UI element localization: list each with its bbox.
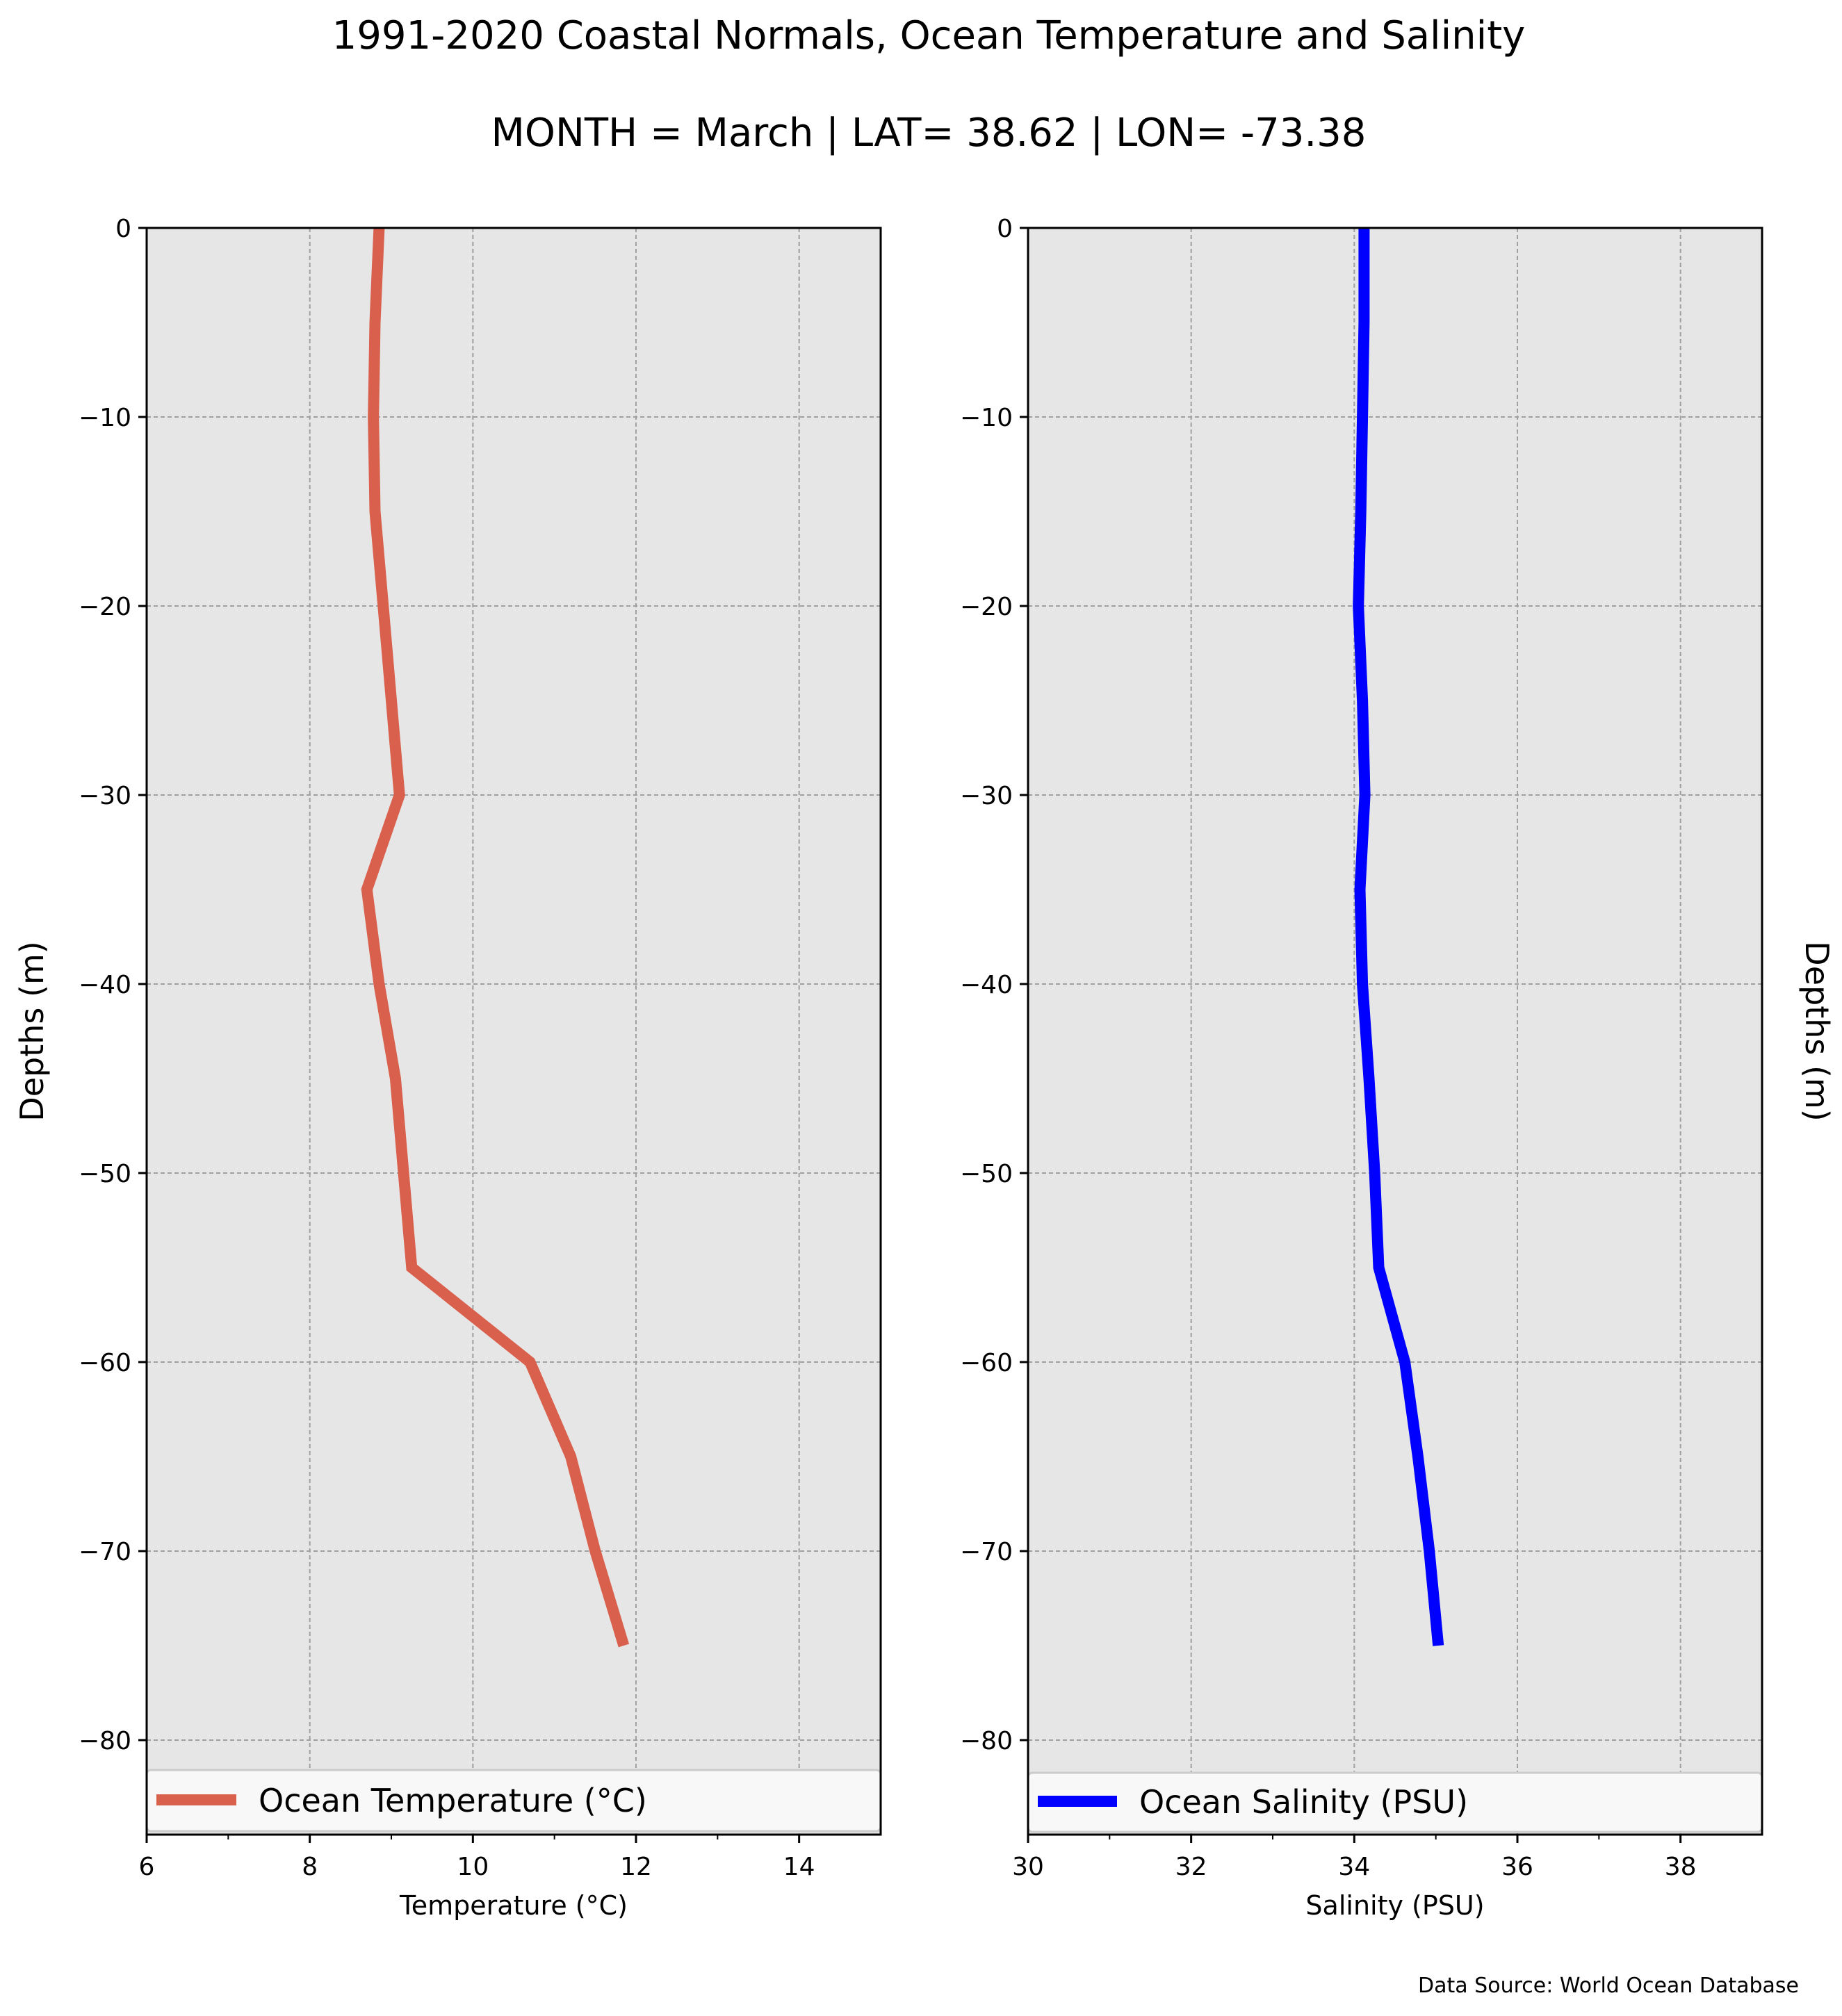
figure-subtitle: MONTH = March | LAT= 38.62 | LON= -73.38 [491, 110, 1367, 156]
salinity-legend-label: Ocean Salinity (PSU) [1139, 1783, 1468, 1821]
salinity-y-tick-label: −10 [960, 404, 1013, 432]
temperature-legend: Ocean Temperature (°C) [145, 1769, 882, 1833]
temperature-plot-frame [145, 227, 882, 1836]
salinity-plot-frame [1027, 227, 1763, 1836]
salinity-panel: Ocean Salinity (PSU) 30 32 34 36 38 0 −10 −20 −3… [960, 215, 1836, 1921]
temperature-x-tick-label: 12 [620, 1853, 652, 1881]
temperature-legend-label: Ocean Temperature (°C) [259, 1782, 647, 1819]
temperature-y-tick-label: −80 [79, 1727, 131, 1755]
salinity-x-tick-label: 32 [1175, 1853, 1207, 1881]
temperature-y-tick-label: −40 [79, 971, 131, 999]
salinity-y-axis-label: Depths (m) [1798, 941, 1836, 1121]
temperature-y-tick-label: 0 [115, 215, 131, 243]
temperature-axis-ticks: 6 8 10 12 14 0 −10 −20 −30 −40 −50 −60 −70 −80 [79, 215, 815, 1881]
salinity-y-tick-label: −70 [960, 1538, 1013, 1566]
temperature-x-tick-label: 6 [139, 1853, 155, 1881]
temperature-panel: Ocean Temperature (°C) 6 8 10 12 14 0 −10 −20 −3… [13, 215, 882, 1921]
salinity-y-tick-label: 0 [997, 215, 1013, 243]
salinity-x-tick-label: 38 [1665, 1853, 1697, 1881]
temperature-x-axis-label: Temperature (°C) [399, 1890, 628, 1921]
temperature-gridlines [146, 227, 881, 1835]
temperature-y-tick-label: −10 [79, 404, 131, 432]
salinity-plot-background [1028, 228, 1762, 1835]
temperature-x-tick-label: 8 [302, 1853, 318, 1881]
salinity-x-axis-label: Salinity (PSU) [1305, 1890, 1484, 1921]
salinity-y-tick-label: −60 [960, 1349, 1013, 1377]
figure-title: 1991-2020 Coastal Normals, Ocean Tempera… [332, 13, 1526, 58]
temperature-series-line [361, 227, 630, 1648]
salinity-x-tick-label: 36 [1501, 1853, 1533, 1881]
salinity-y-tick-label: −20 [960, 593, 1013, 621]
salinity-series-line [1353, 228, 1444, 1646]
salinity-x-tick-label: 30 [1012, 1853, 1044, 1881]
temperature-x-tick-label: 10 [457, 1853, 489, 1881]
salinity-series [1353, 228, 1444, 1646]
temperature-y-tick-label: −60 [79, 1349, 131, 1377]
salinity-y-tick-label: −50 [960, 1160, 1013, 1188]
temperature-y-tick-label: −50 [79, 1160, 131, 1188]
temperature-plot-background [147, 228, 881, 1835]
salinity-x-tick-label: 34 [1338, 1853, 1370, 1881]
temperature-y-axis-label: Depths (m) [13, 941, 51, 1121]
salinity-y-tick-label: −40 [960, 971, 1013, 999]
salinity-legend: Ocean Salinity (PSU) [1027, 1771, 1763, 1833]
temperature-y-tick-label: −70 [79, 1538, 131, 1566]
salinity-axis-ticks: 30 32 34 36 38 0 −10 −20 −30 −40 −50 −60 −70 −80 [960, 215, 1697, 1881]
salinity-y-tick-label: −30 [960, 782, 1013, 810]
temperature-y-tick-label: −20 [79, 593, 131, 621]
temperature-y-tick-label: −30 [79, 782, 131, 810]
salinity-y-tick-label: −80 [960, 1727, 1013, 1755]
temperature-x-tick-label: 14 [783, 1853, 815, 1881]
data-source-note: Data Source: World Ocean Database [1418, 1974, 1799, 1998]
temperature-series [361, 227, 630, 1648]
